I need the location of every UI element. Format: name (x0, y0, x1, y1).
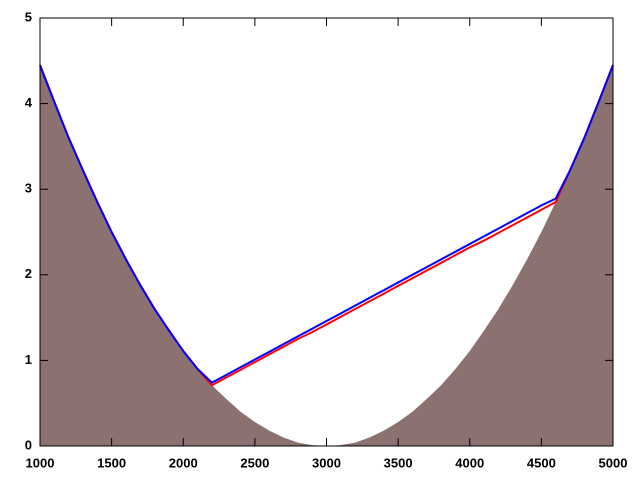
x-tick-label: 4500 (527, 455, 556, 470)
x-tick-label: 1500 (97, 455, 126, 470)
y-tick-label: 1 (25, 352, 32, 367)
y-tick-label: 5 (25, 9, 32, 24)
y-tick-label: 4 (25, 95, 33, 110)
x-tick-label: 1000 (26, 455, 55, 470)
y-tick-label: 0 (25, 437, 32, 452)
area (40, 65, 613, 446)
line (39, 64, 614, 384)
y-tick-label: 2 (25, 266, 32, 281)
x-tick-label: 3500 (384, 455, 413, 470)
x-tick-label: 5000 (599, 455, 628, 470)
x-tick-label: 4000 (455, 455, 484, 470)
x-tick-label: 2500 (240, 455, 269, 470)
y-tick-label: 3 (25, 181, 32, 196)
x-tick-label: 2000 (169, 455, 198, 470)
x-tick-label: 3000 (312, 455, 341, 470)
